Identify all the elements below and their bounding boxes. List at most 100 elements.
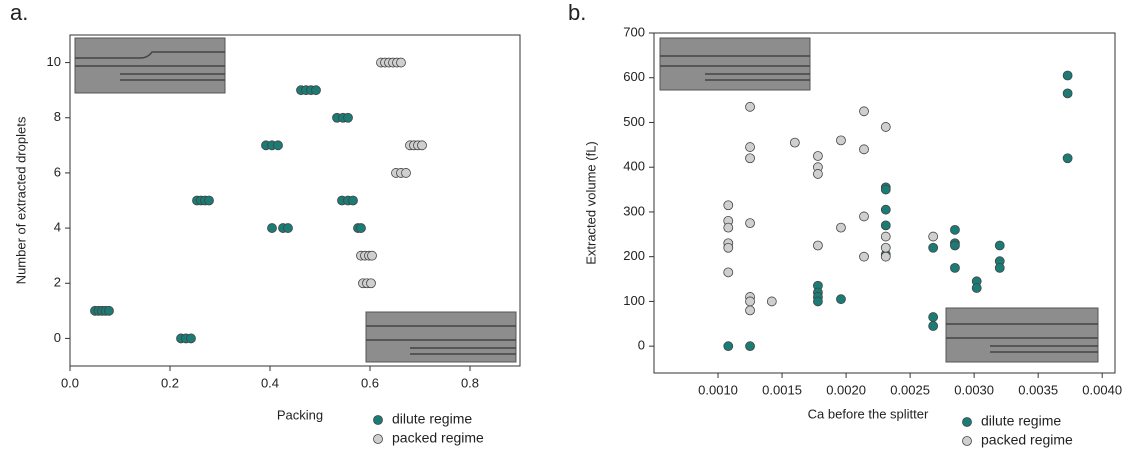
legend-marker [962,417,972,427]
x-tick-label: 0.0 [61,375,79,390]
y-tick-label: 0 [638,338,645,353]
data-point [723,242,734,253]
data-point [267,223,277,233]
legend-label: packed regime [981,432,1073,448]
data-point [859,106,869,117]
legend-marker [373,434,383,444]
data-point [356,223,366,233]
data-point [1062,153,1073,164]
data-point [723,341,734,352]
data-point [928,312,939,322]
data-point [1062,88,1073,99]
y-tick-label: 300 [623,203,645,218]
panel-label: b. [568,0,586,25]
data-point [723,200,734,211]
data-point [745,153,755,164]
data-point [859,251,869,262]
data-point [343,112,353,123]
data-point [880,122,891,132]
legend-label: dilute regime [392,411,472,427]
data-point [348,195,358,206]
y-axis-title: Extracted volume (fL) [583,141,598,265]
x-axis-title: Packing [277,407,323,422]
x-tick-label: 0.4 [261,375,279,390]
data-point [880,184,891,195]
data-point [104,305,114,316]
x-tick-label: 0.8 [461,375,479,390]
data-point [859,211,869,222]
data-point [813,151,823,161]
y-tick-label: 400 [623,159,645,174]
data-point [928,242,939,253]
data-point [766,296,777,307]
y-tick-label: 100 [623,293,645,308]
x-tick-label: 0.0020 [826,382,866,397]
data-point [367,250,377,261]
legend-label: packed regime [392,430,484,446]
data-point [950,240,960,251]
data-point [366,278,376,289]
y-tick-label: 600 [623,69,645,84]
x-tick-label: 0.0025 [890,382,930,397]
data-point [836,135,846,146]
data-point [745,101,755,112]
data-point [813,240,823,251]
y-tick-label: 500 [623,114,645,129]
data-point [186,333,196,344]
data-point [745,142,755,152]
data-point [723,222,734,233]
data-point [928,231,939,242]
x-tick-label: 0.6 [361,375,379,390]
data-point [880,231,891,242]
y-tick-label: 4 [54,220,61,235]
y-tick-label: 10 [47,54,61,69]
y-axis-title: Number of extracted droplets [13,116,28,284]
data-point [836,294,846,305]
data-point [273,140,283,151]
data-point [813,169,823,179]
data-point [745,296,755,307]
y-tick-label: 6 [54,164,61,179]
data-point [1062,70,1073,81]
data-point [950,224,960,235]
panel-label: a. [10,0,28,25]
data-point [204,195,214,206]
y-tick-label: 2 [54,275,61,290]
y-tick-label: 200 [623,248,645,263]
data-point [396,57,406,68]
data-point [283,223,293,233]
inset-image [74,37,1099,363]
data-point [836,222,846,233]
data-point [813,296,823,307]
data-point [994,240,1005,251]
data-point [745,305,755,316]
y-tick-label: 700 [623,24,645,39]
data-point [971,283,982,293]
data-point [745,341,755,352]
data-point [401,168,411,178]
legend-label: dilute regime [981,413,1061,429]
plot-frame [653,32,1116,374]
plot-frame [69,34,521,367]
data-point [994,262,1005,273]
x-tick-label: 0.0030 [954,382,994,397]
data-point [880,204,891,215]
data-point [950,262,960,273]
data-point [928,321,939,331]
data-point [789,137,800,148]
data-point [859,144,869,155]
y-tick-label: 8 [54,109,61,124]
x-tick-label: 0.0040 [1082,382,1122,397]
data-point [723,267,734,278]
legend-marker [962,436,972,446]
data-point [880,251,891,262]
data-point [880,220,891,231]
legend-marker [373,415,383,425]
y-tick-label: 0 [54,330,61,345]
x-tick-label: 0.0035 [1018,382,1058,397]
x-tick-label: 0.0015 [762,382,802,397]
data-point [311,85,321,96]
x-tick-label: 0.0010 [698,382,738,397]
data-point [880,242,891,253]
